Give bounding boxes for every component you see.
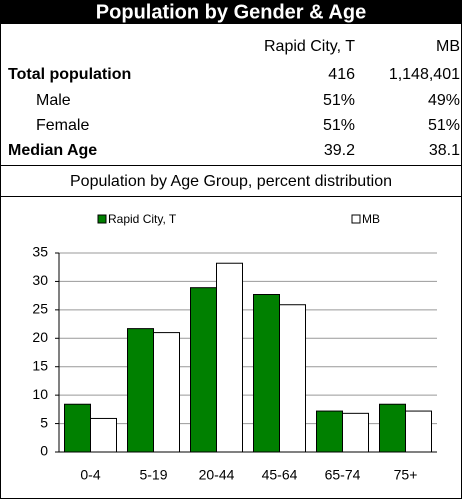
bar: [405, 410, 432, 453]
row-label: Male: [36, 92, 71, 109]
x-tick-label: 5-19: [139, 467, 167, 483]
cell: 51%: [323, 92, 355, 109]
y-tick-label: 5: [40, 414, 48, 430]
bar: [153, 332, 180, 453]
cell: 49%: [428, 92, 460, 109]
legend-label: MB: [362, 212, 380, 226]
bar: [316, 410, 343, 453]
bar: [127, 328, 154, 453]
bar: [279, 304, 306, 453]
table-title: Population by Gender & Age: [96, 1, 366, 23]
legend-swatch: [351, 214, 361, 224]
cell: 1,148,401: [389, 66, 460, 83]
cell: 416: [328, 66, 355, 83]
bar: [90, 417, 117, 453]
title-bar: [0, 0, 462, 24]
y-tick-label: 25: [32, 301, 48, 317]
legend-label: Rapid City, T: [108, 212, 177, 226]
legend-swatch: [97, 214, 107, 224]
x-tick-label: 0-4: [80, 467, 100, 483]
row-label: Total population: [8, 66, 131, 83]
column-header: MB: [436, 38, 460, 55]
y-tick-label: 30: [32, 272, 48, 288]
y-tick-label: 0: [40, 443, 48, 459]
bar: [379, 403, 406, 453]
row-label: Median Age: [8, 142, 97, 159]
y-tick-label: 15: [32, 357, 48, 373]
x-tick-label: 20-44: [199, 467, 235, 483]
cell: 51%: [323, 117, 355, 134]
y-tick-label: 10: [32, 386, 48, 402]
cell: 51%: [428, 117, 460, 134]
y-tick-label: 35: [32, 244, 48, 260]
cell: 39.2: [324, 142, 355, 159]
x-tick-label: 75+: [394, 467, 418, 483]
x-tick-label: 45-64: [262, 467, 298, 483]
row-label: Female: [36, 117, 89, 134]
bar: [342, 412, 369, 453]
bar: [216, 262, 243, 453]
y-tick-label: 20: [32, 329, 48, 345]
bar: [190, 287, 217, 453]
bar: [64, 403, 91, 453]
x-tick-label: 65-74: [325, 467, 361, 483]
chart-title: Population by Age Group, percent distrib…: [70, 173, 392, 190]
column-header: Rapid City, T: [264, 38, 355, 55]
bar: [253, 294, 280, 453]
cell: 38.1: [429, 142, 460, 159]
